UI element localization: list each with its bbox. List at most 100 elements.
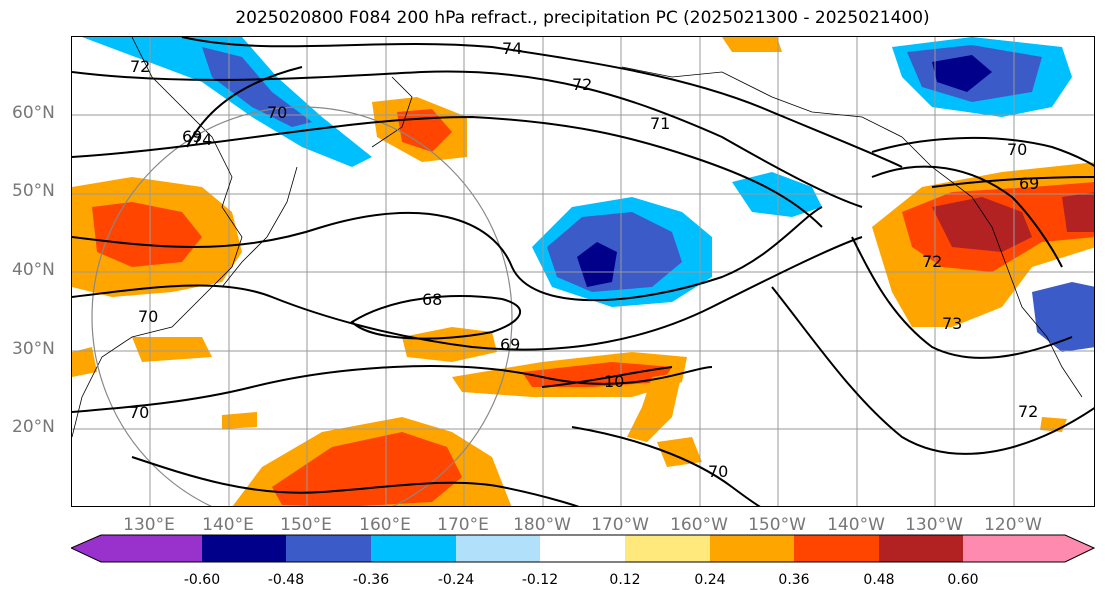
shade-blue-baja (1032, 282, 1094, 352)
contour-71 (72, 115, 823, 228)
colorbar-cell (71, 535, 202, 562)
contour-69-ne (931, 176, 1094, 188)
contour-10 (541, 366, 673, 388)
colorbar-tick: 0.48 (863, 572, 895, 588)
colorbar-tick: 0.60 (947, 572, 979, 588)
refractivity-contours (72, 37, 1094, 506)
colorbar-cell (540, 535, 625, 562)
colorbar-cell (286, 535, 371, 562)
shade-darkred-east2 (1062, 192, 1094, 232)
shade-red-west (92, 202, 202, 267)
coast-namerica (901, 136, 1083, 398)
contour-68 (350, 295, 522, 340)
contour-label: 74 (502, 39, 522, 58)
lon-label: 130°W (905, 515, 963, 535)
contour-label: 70 (708, 462, 728, 481)
contour-label: 69 (182, 127, 202, 146)
contour-label: 72 (130, 57, 150, 76)
coast-japan (221, 166, 298, 288)
shade-blue-kamchatka (82, 37, 372, 167)
coast-alaska (621, 66, 903, 138)
lon-label: 170°E (437, 515, 489, 535)
contour-label: 72 (922, 252, 942, 271)
lon-label: 140°W (827, 515, 885, 535)
colorbar-tick: -0.12 (521, 572, 559, 588)
shade-navy-central (577, 242, 617, 287)
contour-label: 10 (604, 372, 624, 391)
contour-72-north (72, 70, 863, 208)
contour-72-ne (871, 165, 1063, 268)
lon-label: 180°W (513, 515, 571, 535)
lat-label-60n: 60°N (12, 103, 55, 123)
colorbar-outline (71, 534, 1095, 563)
colorbar-tick: -0.24 (437, 572, 475, 588)
shade-orange-spot1 (132, 337, 212, 362)
map-panel: 74 72 71 70 69 68 69 70 10 70 70 72 73 7… (71, 36, 1095, 507)
contour-label-group: 74 72 71 70 69 68 69 70 10 70 70 72 73 7… (129, 39, 1039, 481)
contour-label: 70 (138, 307, 158, 326)
shade-orange-spot3 (72, 347, 97, 377)
shade-orange-spot5 (1040, 417, 1067, 432)
colorbar-cell (371, 535, 456, 562)
lon-label: 120°W (984, 515, 1042, 535)
contour-70-south (72, 365, 713, 413)
colorbar-cell (456, 535, 540, 562)
contour-69 (72, 236, 863, 351)
contour-label: 73 (942, 314, 962, 333)
coast-kamchatka (371, 76, 413, 148)
colorbar-cell (963, 535, 1094, 562)
lon-label: 150°E (280, 515, 332, 535)
contour-74-west (186, 66, 303, 148)
colorbar-tick: -0.60 (183, 572, 221, 588)
contour-70-ne (871, 136, 1094, 167)
contour-70-se (571, 426, 761, 506)
lon-label: 150°W (748, 515, 806, 535)
lat-label-30n: 30°N (12, 339, 55, 359)
colorbar-tick: -0.48 (267, 572, 305, 588)
shade-orange-spot4 (657, 437, 702, 467)
contour-label: 71 (650, 114, 670, 133)
contour-south-loop (131, 456, 580, 506)
contour-label: 72 (1018, 402, 1038, 421)
shade-orange-plume (627, 372, 682, 442)
colorbar-tick: 0.36 (778, 572, 810, 588)
coastlines (72, 37, 1083, 438)
colorbar-cell (625, 535, 710, 562)
shade-orange-spot2 (222, 412, 257, 429)
lon-label: 170°W (591, 515, 649, 535)
reference-circle (91, 106, 513, 506)
shade-red-south (272, 432, 462, 506)
colorbar-cell (202, 535, 286, 562)
lon-label: 130°E (123, 515, 175, 535)
contour-label: 72 (572, 75, 592, 94)
contour-72-east (771, 286, 1094, 455)
colorbar-tick: -0.36 (352, 572, 390, 588)
lat-label-20n: 20°N (12, 417, 55, 437)
lon-label: 160°E (359, 515, 411, 535)
precip-shading (72, 37, 1094, 506)
contour-label: 69 (1019, 174, 1039, 193)
contour-label: 70 (129, 403, 149, 422)
map-canvas: 74 72 71 70 69 68 69 70 10 70 70 72 73 7… (72, 37, 1094, 506)
lat-label-50n: 50°N (12, 181, 55, 201)
contour-label: 70 (267, 103, 287, 122)
contour-70-mid (72, 206, 823, 302)
colorbar (71, 534, 1095, 563)
lon-label: 140°E (202, 515, 254, 535)
shade-darkred-east (932, 197, 1032, 252)
colorbar-tick: 0.12 (609, 572, 641, 588)
lat-label-40n: 40°N (12, 260, 55, 280)
lon-label: 160°W (670, 515, 728, 535)
coast-asia (72, 37, 243, 438)
contour-label: 68 (422, 290, 442, 309)
shade-orange-top (722, 37, 782, 52)
colorbar-cell (879, 535, 963, 562)
colorbar-cell (794, 535, 879, 562)
contour-74-north (181, 37, 903, 168)
chart-title: 2025020800 F084 200 hPa refract., precip… (235, 8, 930, 28)
contour-label: 74 (192, 130, 212, 149)
shade-navy-canada (932, 55, 992, 92)
contour-label: 70 (1007, 140, 1027, 159)
contour-label: 69 (500, 335, 520, 354)
colorbar-tick: 0.24 (694, 572, 726, 588)
